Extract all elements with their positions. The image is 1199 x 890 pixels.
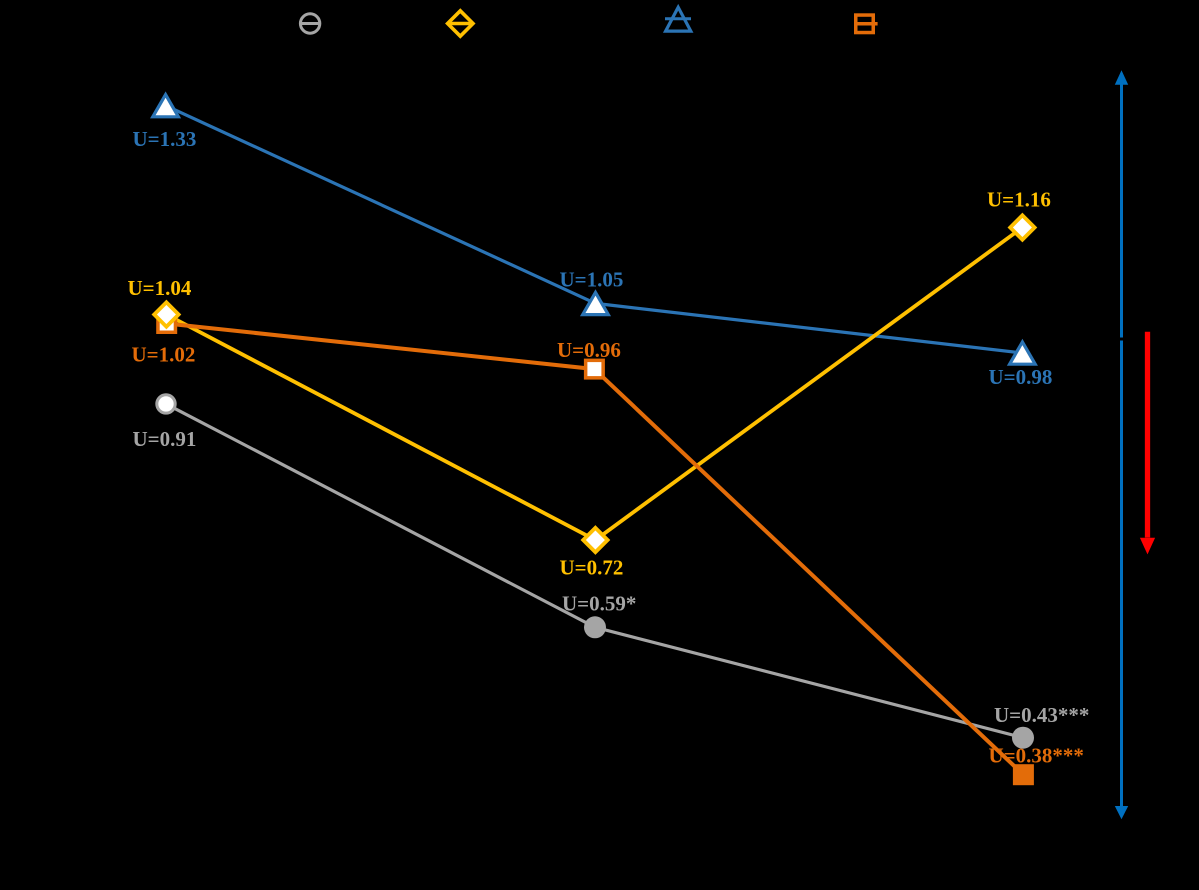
svg-text:U=1.16: U=1.16 [987,188,1051,212]
svg-text:U=0.91: U=0.91 [133,427,197,451]
svg-text:U=0.43***: U=0.43*** [994,703,1089,727]
svg-text:U=0.38***: U=0.38*** [989,744,1084,768]
svg-text:U=1.05: U=1.05 [560,267,624,291]
svg-text:U=1.33: U=1.33 [133,127,197,151]
svg-text:U=1.04: U=1.04 [128,276,192,300]
svg-text:U=1.02: U=1.02 [132,343,196,367]
svg-text:U=0.72: U=0.72 [560,556,624,580]
svg-text:U=0.96: U=0.96 [557,338,621,362]
svg-text:U=0.98: U=0.98 [989,365,1053,389]
svg-text:U=0.59*: U=0.59* [562,591,636,615]
